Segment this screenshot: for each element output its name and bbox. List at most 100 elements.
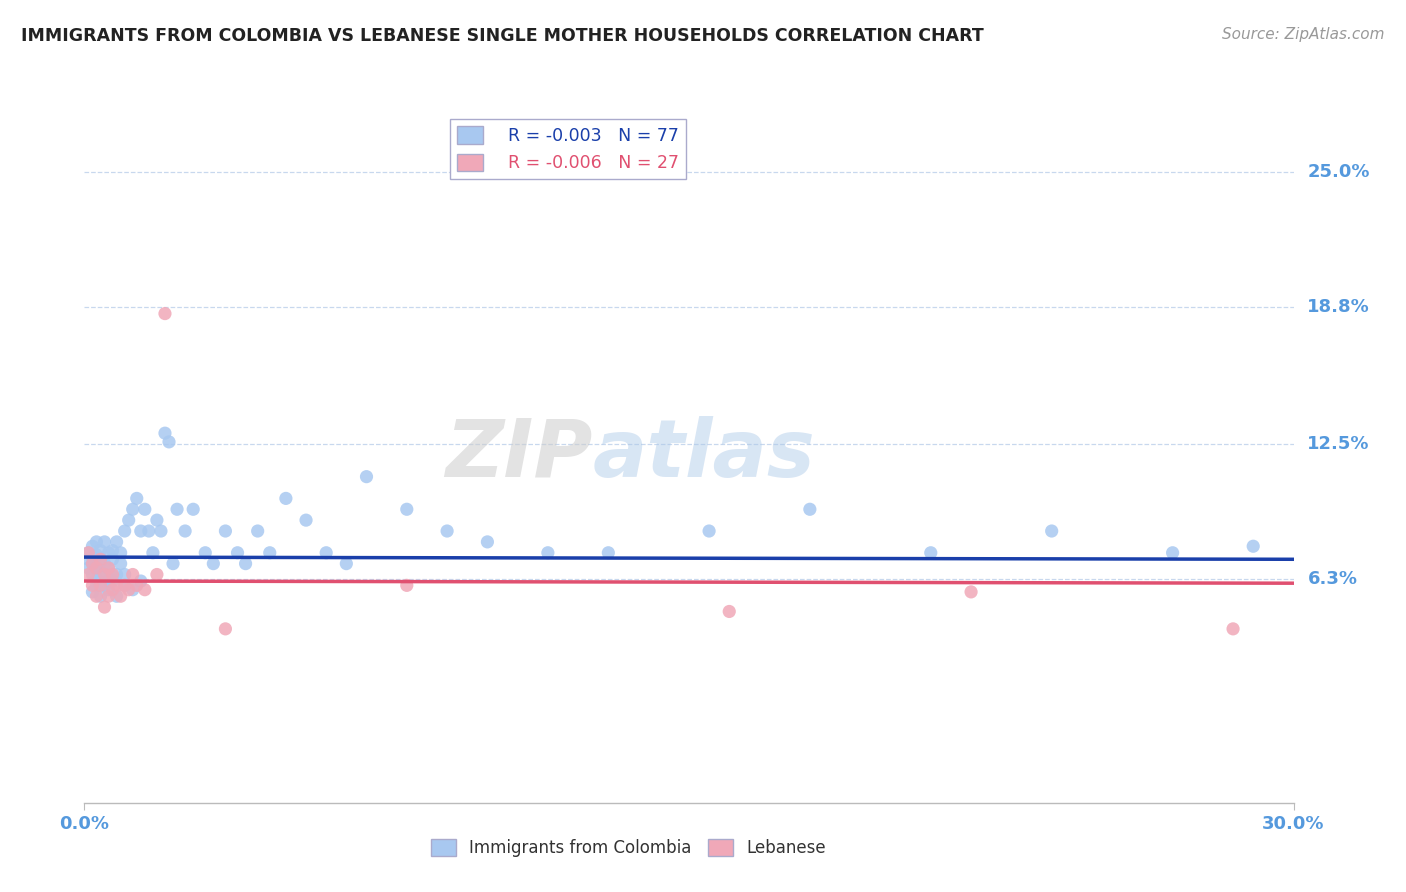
Point: [101, 570, 124, 584]
Point: [436, 524, 458, 538]
Point: [202, 557, 225, 571]
Point: [97, 561, 120, 575]
Point: [97, 582, 120, 597]
Point: [146, 567, 169, 582]
Point: [235, 557, 257, 571]
Point: [134, 582, 156, 597]
Point: [89, 552, 111, 566]
Point: [114, 524, 136, 538]
Point: [129, 524, 152, 538]
Point: [153, 426, 176, 441]
Point: [89, 578, 111, 592]
Point: [86, 572, 108, 586]
Point: [86, 548, 108, 562]
Text: ZIP: ZIP: [444, 416, 592, 494]
Text: 6.3%: 6.3%: [1308, 570, 1357, 588]
Point: [166, 502, 188, 516]
Point: [93, 534, 115, 549]
Point: [82, 550, 104, 565]
Point: [598, 546, 620, 560]
Point: [118, 513, 141, 527]
Point: [121, 582, 143, 597]
Point: [274, 491, 297, 506]
Point: [101, 582, 124, 597]
Point: [77, 546, 100, 560]
Point: [93, 600, 115, 615]
Point: [93, 567, 115, 582]
Point: [105, 578, 128, 592]
Point: [110, 557, 132, 571]
Point: [718, 605, 741, 619]
Point: [101, 552, 124, 566]
Point: [226, 546, 249, 560]
Point: [97, 574, 120, 588]
Point: [82, 557, 104, 571]
Point: [77, 567, 100, 582]
Point: [214, 622, 236, 636]
Point: [93, 578, 115, 592]
Point: [125, 491, 148, 506]
Point: [125, 578, 148, 592]
Point: [395, 578, 418, 592]
Point: [101, 574, 124, 588]
Point: [149, 524, 172, 538]
Point: [356, 469, 378, 483]
Point: [93, 557, 115, 571]
Point: [142, 546, 165, 560]
Point: [259, 546, 281, 560]
Point: [110, 589, 132, 603]
Point: [174, 524, 197, 538]
Point: [129, 574, 152, 588]
Point: [86, 561, 108, 575]
Point: [246, 524, 269, 538]
Point: [82, 578, 104, 592]
Point: [86, 561, 108, 575]
Point: [89, 589, 111, 603]
Point: [1161, 546, 1184, 560]
Point: [146, 513, 169, 527]
Point: [1222, 622, 1244, 636]
Legend: Immigrants from Colombia, Lebanese: Immigrants from Colombia, Lebanese: [425, 832, 832, 864]
Point: [960, 585, 983, 599]
Point: [105, 589, 128, 603]
Point: [114, 578, 136, 592]
Point: [97, 589, 120, 603]
Point: [97, 546, 120, 560]
Text: 12.5%: 12.5%: [1308, 435, 1369, 453]
Point: [335, 557, 357, 571]
Point: [114, 578, 136, 592]
Point: [181, 502, 204, 516]
Point: [86, 534, 108, 549]
Point: [118, 582, 141, 597]
Point: [1241, 539, 1264, 553]
Point: [477, 534, 499, 549]
Point: [121, 567, 143, 582]
Point: [121, 502, 143, 516]
Point: [93, 567, 115, 582]
Point: [153, 307, 176, 321]
Point: [86, 578, 108, 592]
Point: [214, 524, 236, 538]
Text: IMMIGRANTS FROM COLOMBIA VS LEBANESE SINGLE MOTHER HOUSEHOLDS CORRELATION CHART: IMMIGRANTS FROM COLOMBIA VS LEBANESE SIN…: [21, 27, 984, 45]
Point: [82, 557, 104, 571]
Point: [157, 434, 180, 449]
Point: [799, 502, 821, 516]
Point: [134, 502, 156, 516]
Point: [920, 546, 942, 560]
Point: [105, 534, 128, 549]
Point: [697, 524, 720, 538]
Text: 25.0%: 25.0%: [1308, 163, 1369, 181]
Text: 18.8%: 18.8%: [1308, 298, 1371, 316]
Point: [89, 554, 111, 568]
Point: [77, 561, 100, 575]
Point: [395, 502, 418, 516]
Point: [295, 513, 318, 527]
Point: [101, 543, 124, 558]
Point: [138, 524, 160, 538]
Point: [114, 567, 136, 582]
Point: [194, 546, 217, 560]
Point: [82, 585, 104, 599]
Point: [1040, 524, 1063, 538]
Point: [82, 567, 104, 582]
Text: Source: ZipAtlas.com: Source: ZipAtlas.com: [1222, 27, 1385, 42]
